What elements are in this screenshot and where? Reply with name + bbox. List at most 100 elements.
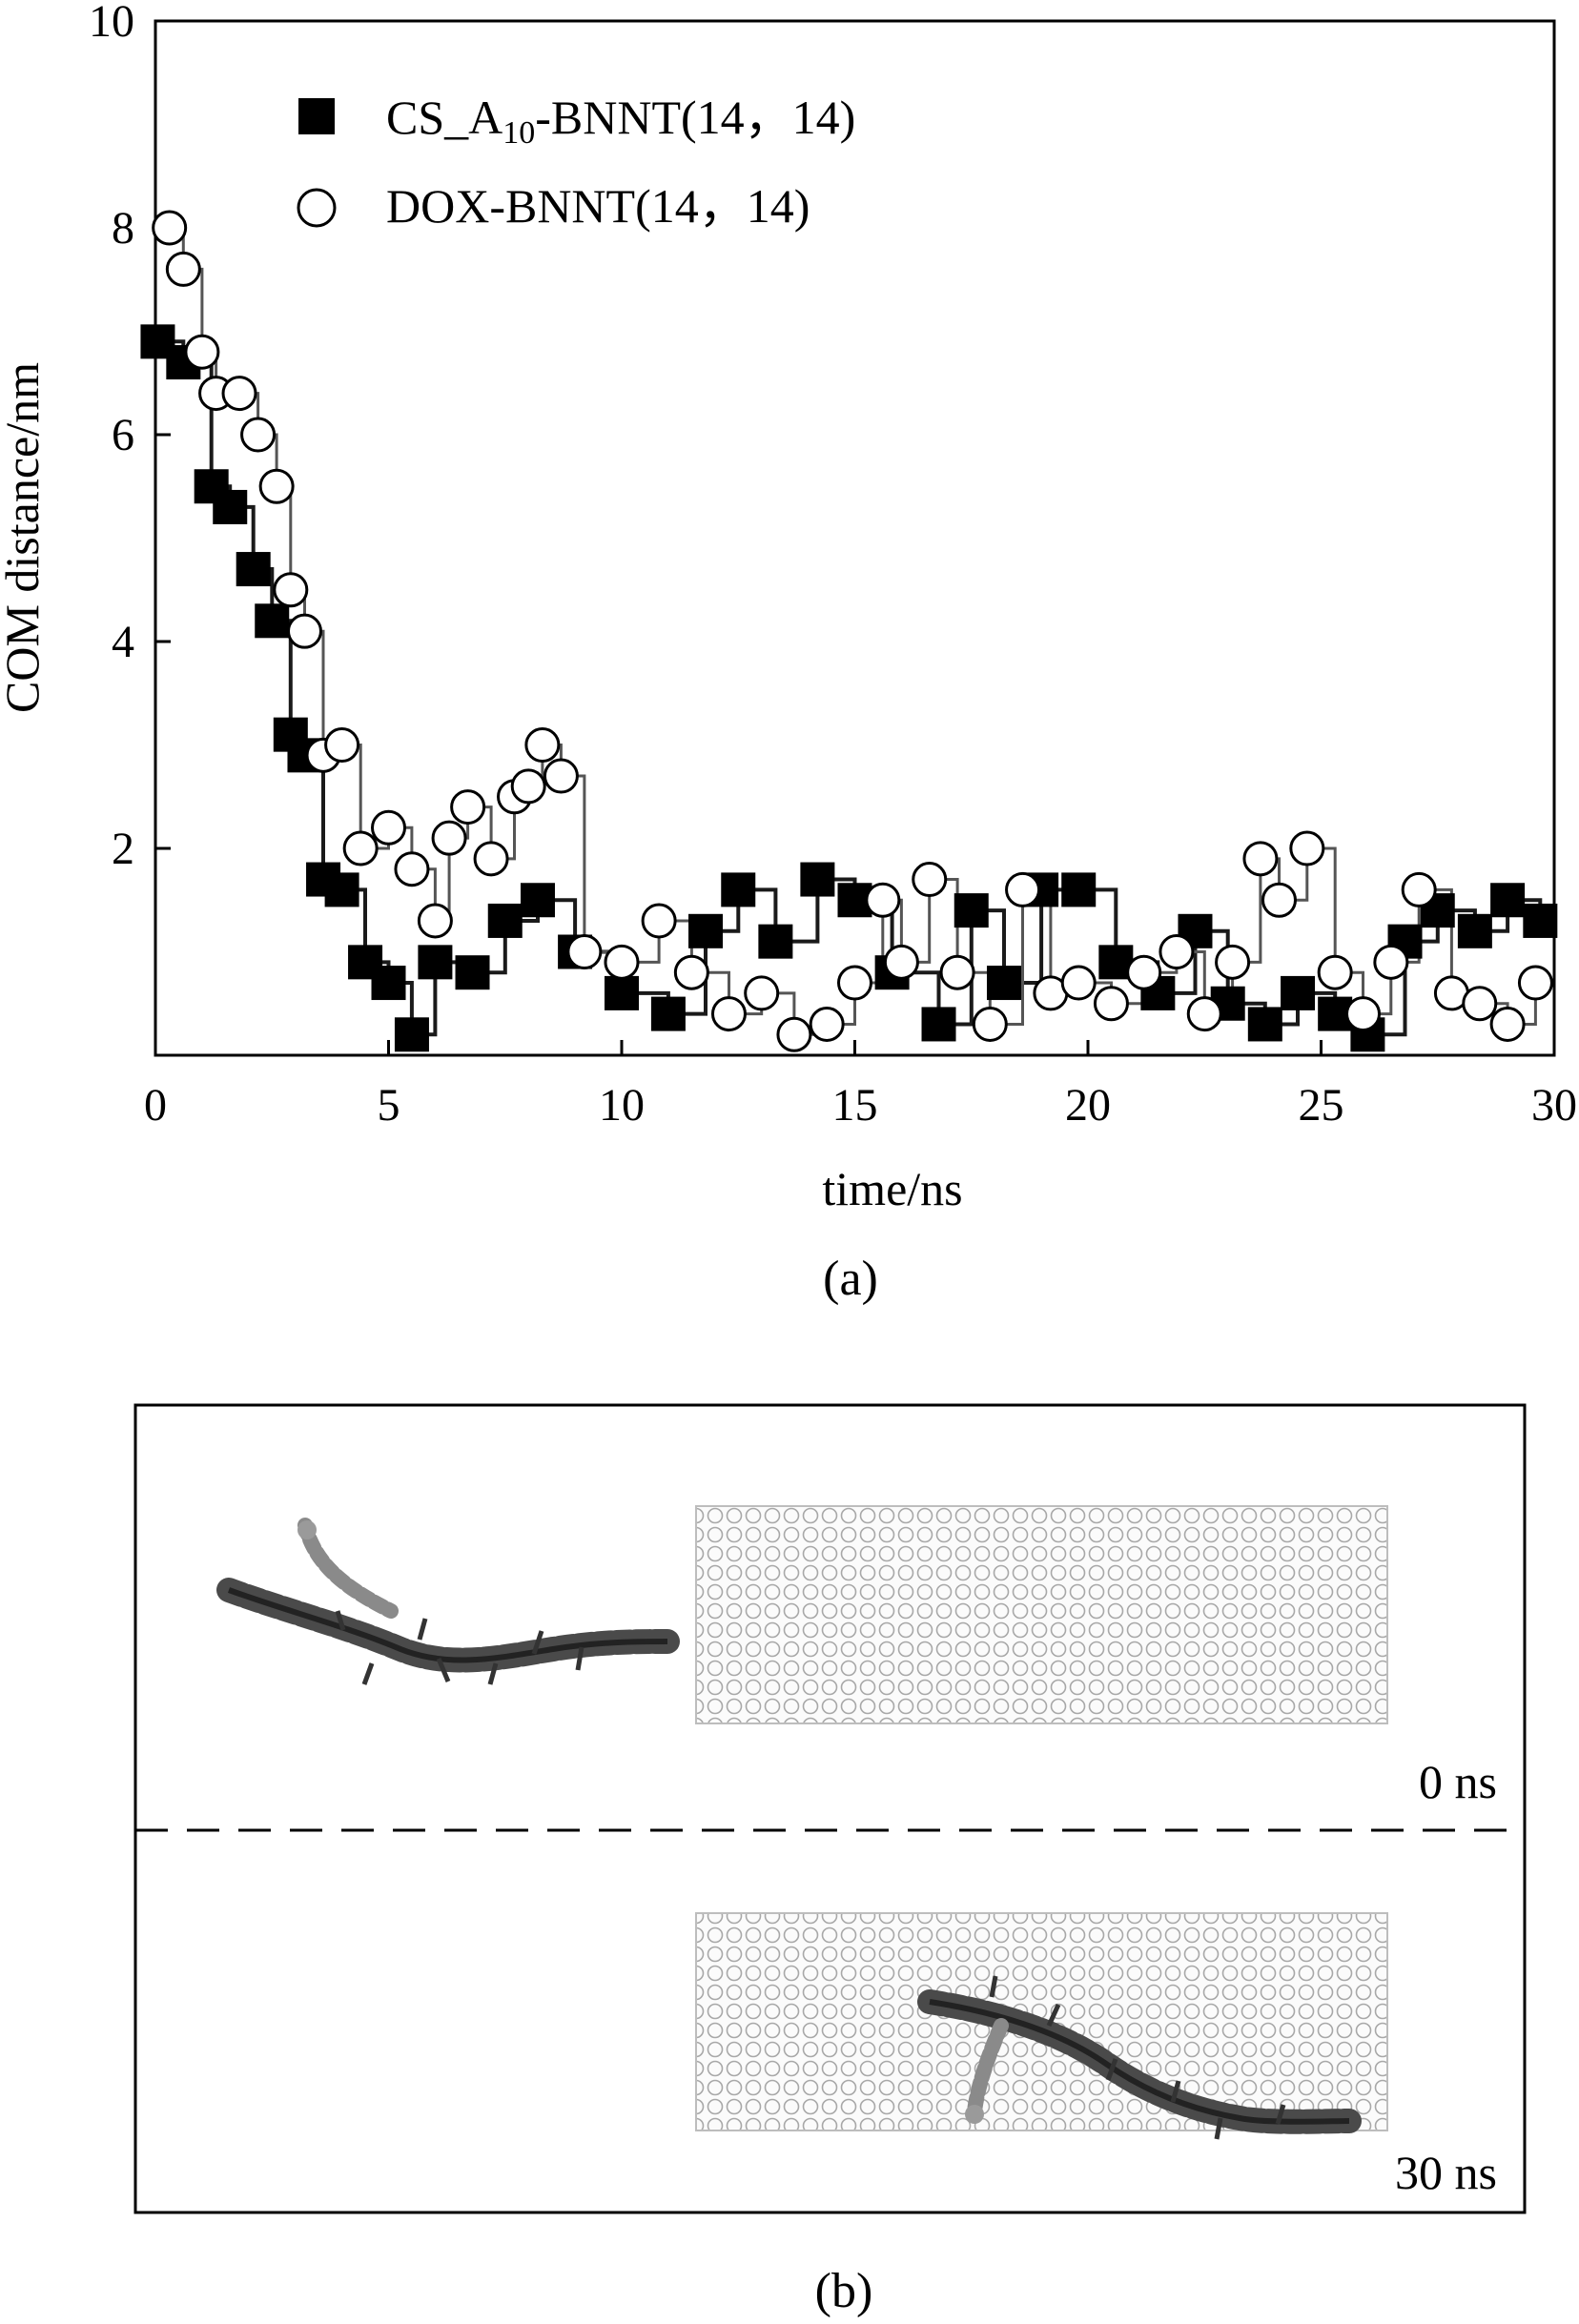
data-point-cs [1490, 883, 1526, 918]
caption-panel-b: (b) [815, 2264, 873, 2318]
series-markers [140, 210, 1558, 1052]
data-point-cs [954, 893, 989, 928]
data-point-cs [800, 862, 835, 897]
data-point-dox [1060, 965, 1097, 1001]
data-point-dox [641, 903, 677, 939]
data-point-dox [1242, 841, 1279, 877]
data-point-dox [473, 841, 509, 877]
legend-marker-cs [298, 98, 335, 134]
data-point-dox [1317, 954, 1353, 990]
data-point-dox [776, 1016, 812, 1052]
x-tick-label: 20 [1065, 1080, 1111, 1131]
data-point-dox [1126, 954, 1162, 990]
data-point-cs [650, 996, 686, 1031]
data-point-cs [1281, 975, 1316, 1010]
data-point-cs [324, 872, 359, 907]
data-point-dox [450, 789, 486, 826]
x-tick-label: 30 [1531, 1080, 1577, 1131]
legend: CS_A10-BNNT(14，14) DOX-BNNT(14，14) [297, 91, 855, 233]
y-tick-label: 10 [89, 0, 134, 47]
data-point-dox [417, 903, 453, 939]
data-point-dox [1401, 871, 1437, 907]
x-tick-label: 0 [144, 1080, 167, 1131]
caption-panel-a: (a) [823, 1252, 878, 1306]
y-tick-label: 8 [112, 203, 134, 254]
data-point-dox [543, 758, 579, 794]
time-label-30ns: 30 ns [1395, 2146, 1497, 2199]
x-tick-label: 15 [832, 1080, 878, 1131]
data-point-dox [1093, 986, 1129, 1022]
data-point-cs [721, 872, 756, 907]
data-point-dox [744, 975, 780, 1011]
legend-entry-dox: DOX-BNNT(14，14) [386, 179, 810, 233]
data-point-cs [921, 1007, 956, 1042]
data-point-dox [165, 251, 201, 287]
data-point-dox [286, 613, 322, 649]
y-axis-ticks: 2 4 6 8 10 [89, 0, 171, 874]
data-point-cs [605, 975, 639, 1010]
x-axis-ticks: 0 5 10 15 20 25 30 [144, 1040, 1577, 1131]
data-point-cs [394, 1017, 429, 1052]
data-point-dox [865, 882, 901, 918]
panel-a-chart: 0 5 10 15 20 25 30 2 4 6 8 10 time/ns COM distance… [0, 0, 1577, 1306]
data-point-cs [487, 903, 523, 938]
data-point-cs [455, 955, 490, 990]
x-tick-label: 5 [378, 1080, 400, 1131]
drug-molecule-30ns [917, 1975, 1362, 2140]
time-label-0ns: 0 ns [1419, 1755, 1497, 1808]
data-point-dox [510, 768, 546, 805]
data-point-cs [1247, 1007, 1282, 1042]
data-point-dox [837, 965, 872, 1001]
data-point-dox [673, 954, 709, 990]
data-point-cs [371, 966, 406, 1001]
bnnt-tube-0ns [695, 1505, 1388, 1724]
data-point-dox [1215, 944, 1251, 980]
data-point-dox [1159, 934, 1195, 969]
data-point-dox [1345, 996, 1382, 1032]
data-point-cs [758, 924, 793, 959]
legend-marker-dox [297, 188, 337, 228]
data-point-dox [371, 809, 406, 846]
data-point-dox [939, 954, 975, 990]
snapshot-frame [133, 1403, 1527, 2214]
data-point-dox [221, 376, 257, 412]
y-axis-title: COM distance/nm [0, 362, 49, 713]
x-axis-title: time/ns [822, 1162, 962, 1215]
data-point-dox [604, 944, 640, 980]
series-line-0 [157, 339, 1543, 1037]
data-point-dox [152, 210, 188, 246]
data-point-dox [1373, 944, 1409, 980]
data-point-dox [1261, 882, 1297, 918]
data-point-cs [1061, 872, 1097, 907]
x-tick-label: 10 [599, 1080, 645, 1131]
y-tick-label: 6 [112, 410, 134, 460]
data-point-dox [184, 334, 220, 370]
data-point-dox [1462, 986, 1498, 1022]
data-point-dox [1517, 965, 1553, 1001]
data-point-dox [342, 830, 379, 866]
data-point-dox [273, 572, 309, 608]
data-point-dox [1289, 830, 1325, 866]
data-point-dox [809, 1006, 845, 1042]
data-point-dox [1186, 996, 1222, 1032]
data-point-cs [688, 913, 724, 948]
data-point-dox [394, 851, 430, 887]
data-point-cs [986, 966, 1021, 1001]
data-point-dox [972, 1006, 1008, 1042]
data-point-dox [710, 996, 747, 1032]
data-point-cs [418, 945, 453, 980]
data-point-dox [1489, 1006, 1526, 1042]
data-point-dox [431, 820, 467, 856]
drug-molecule-0ns [216, 1518, 680, 1685]
data-point-cs [236, 552, 271, 587]
y-tick-label: 2 [112, 824, 134, 874]
data-point-dox [240, 417, 277, 453]
y-tick-label: 4 [112, 617, 134, 667]
data-point-cs [1523, 903, 1558, 938]
x-tick-label: 25 [1299, 1080, 1344, 1131]
legend-entry-cs: CS_A10-BNNT(14，14) [386, 91, 855, 151]
data-point-dox [1005, 871, 1041, 907]
data-point-dox [883, 944, 919, 980]
data-point-dox [566, 934, 603, 969]
data-point-dox [324, 727, 360, 763]
